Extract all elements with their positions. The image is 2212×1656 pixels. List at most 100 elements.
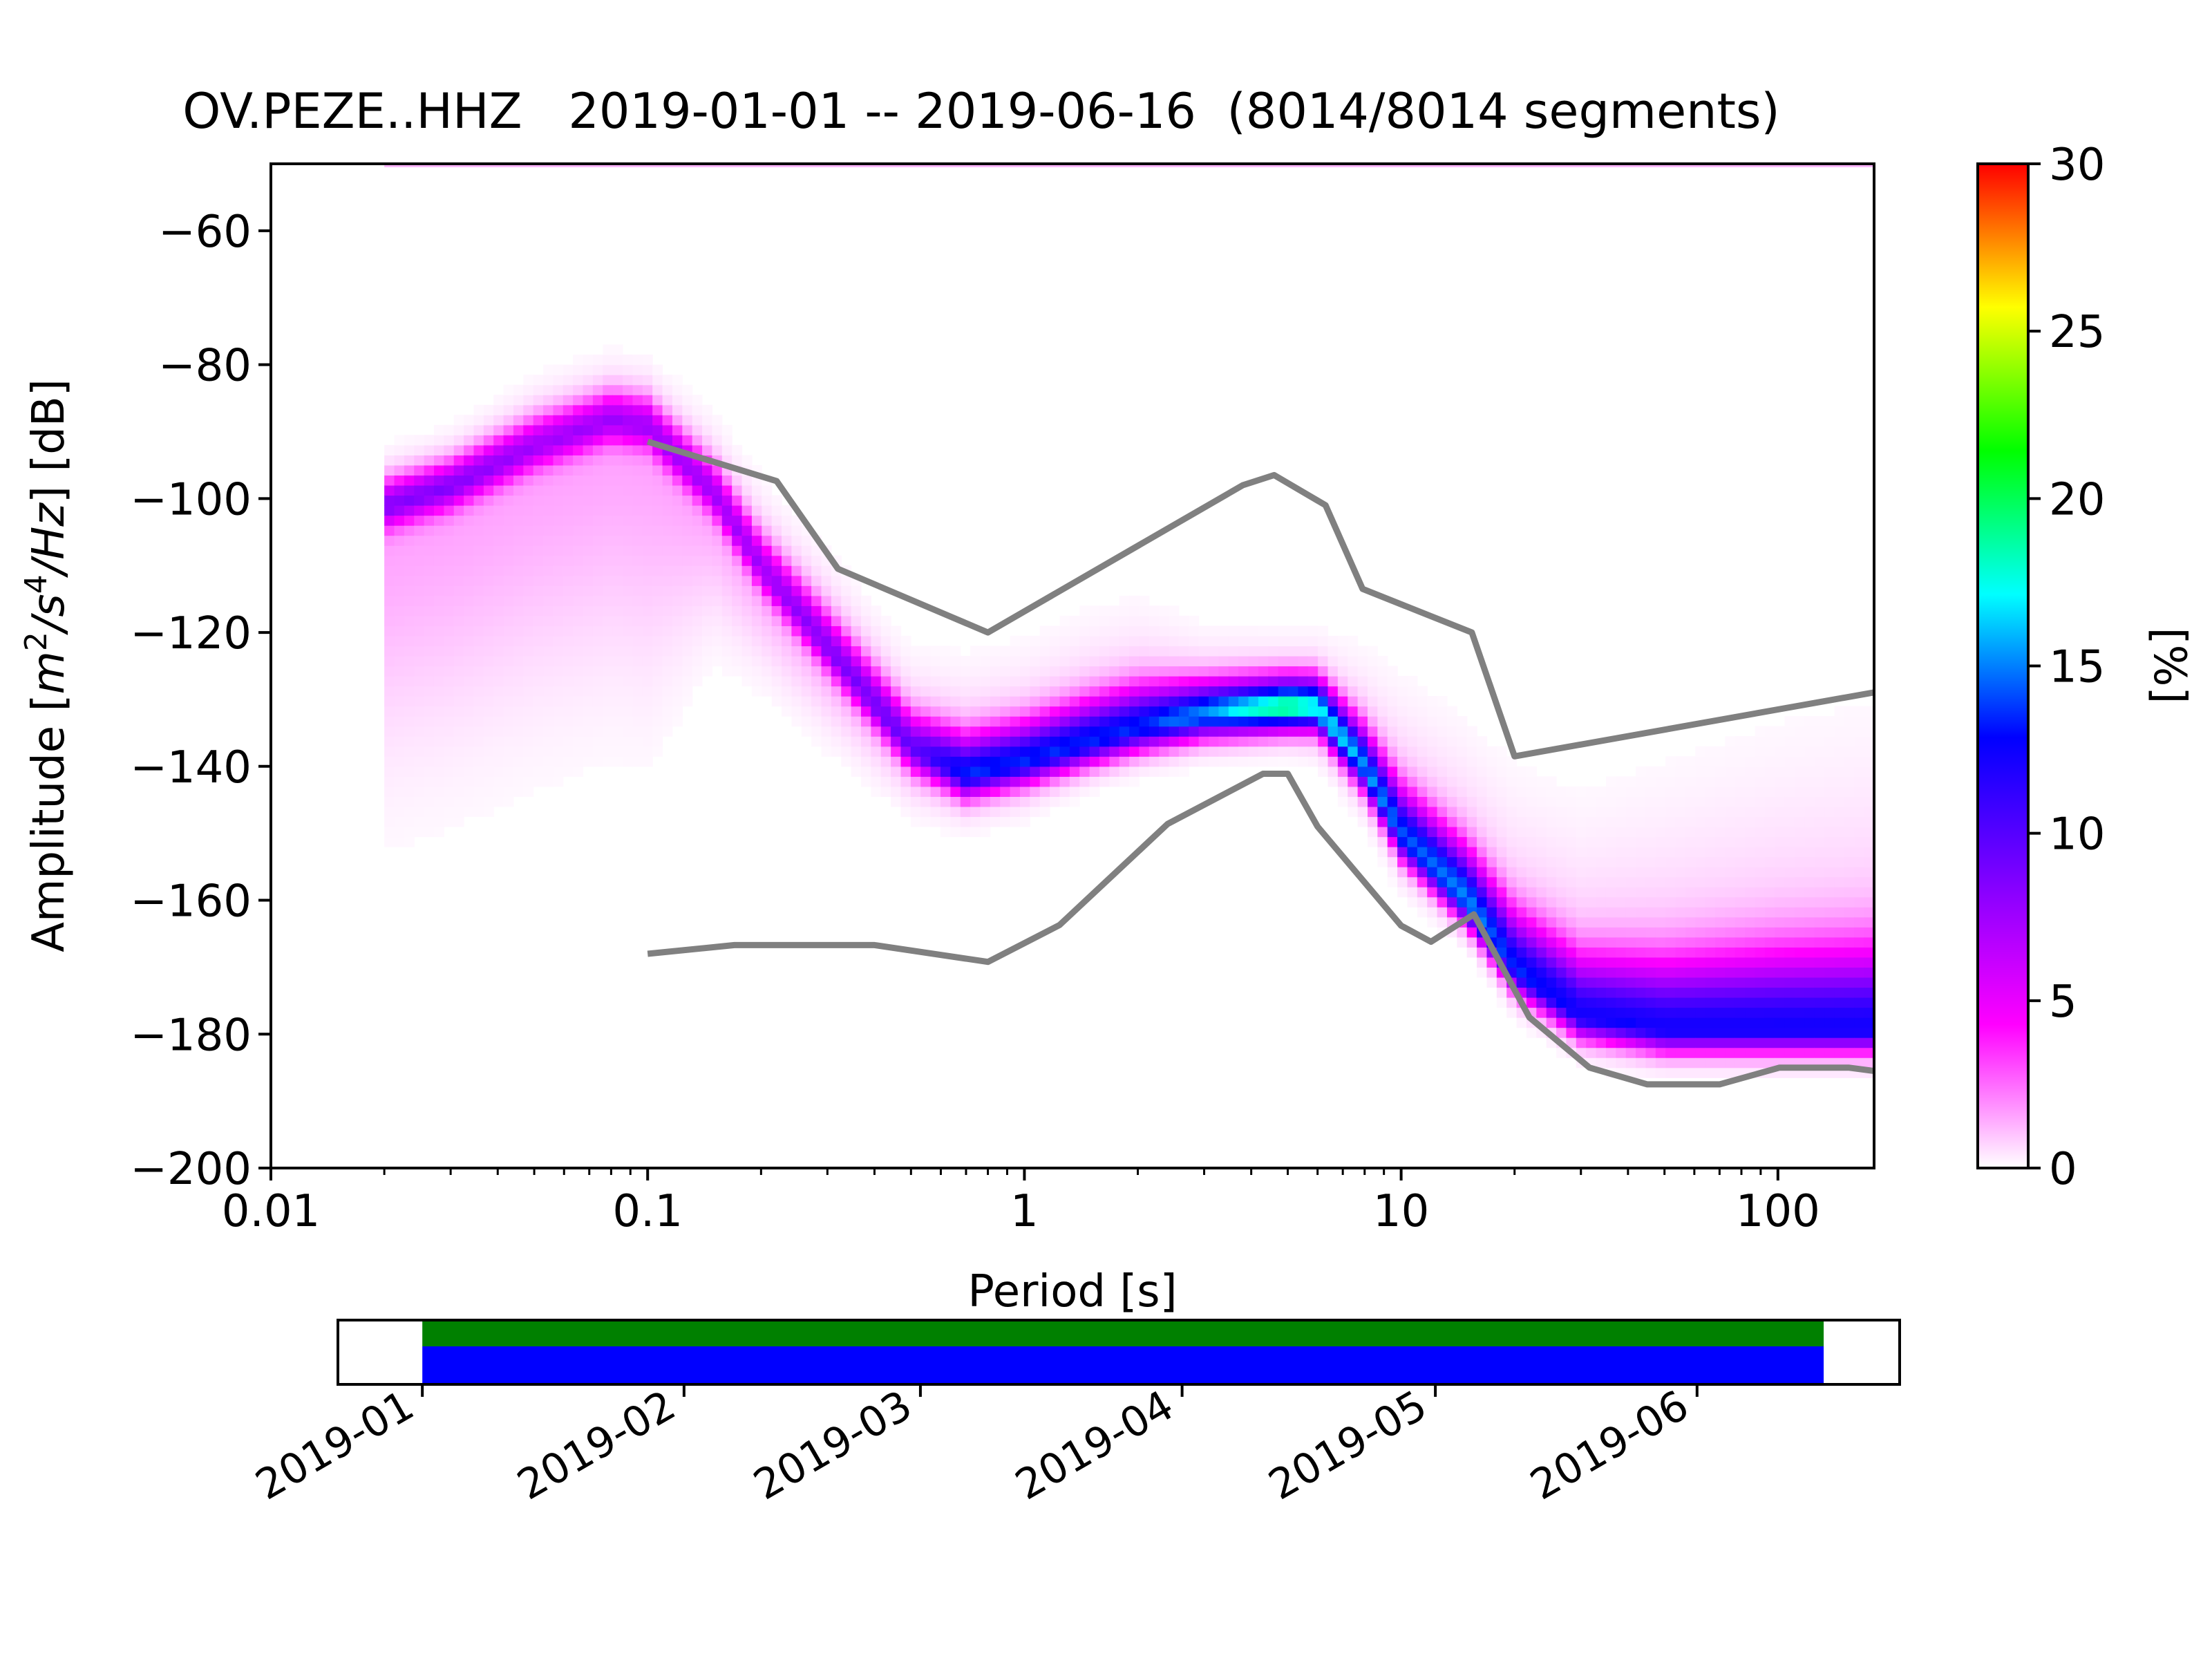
heatmap-cell [920,686,932,697]
heatmap-cell [1755,796,1766,807]
heatmap-cell [1050,646,1061,657]
heatmap-cell [453,605,464,617]
heatmap-cell [513,605,524,617]
heatmap-cell [1059,666,1070,677]
heatmap-cell [1159,696,1170,707]
heatmap-cell [1019,655,1030,667]
heatmap-cell [1546,927,1557,938]
heatmap-cell [1755,836,1766,847]
heatmap-cell [1576,1037,1587,1048]
heatmap-cell [1725,836,1736,847]
heatmap-cell [642,535,653,546]
heatmap-cell [841,646,852,657]
heatmap-cell [762,686,773,697]
heatmap-cell [1109,776,1120,787]
heatmap-cell [990,726,1001,737]
heatmap-cell [821,655,832,667]
heatmap-cell [623,505,634,516]
y-axis-label-m-exp: 2 [19,632,54,651]
heatmap-cell [1814,796,1825,807]
heatmap-cell [1775,947,1786,958]
heatmap-cell [1397,867,1408,878]
heatmap-cell [811,605,822,617]
heatmap-cell [414,706,425,717]
heatmap-cell [1685,997,1696,1008]
heatmap-cell [1556,927,1567,938]
heatmap-cell [782,605,792,617]
heatmap-cell [821,696,832,707]
heatmap-cell [1139,666,1150,677]
heatmap-cell [424,706,435,717]
heatmap-cell [513,736,524,747]
heatmap-cell [1636,1067,1647,1078]
heatmap-cell [453,736,464,747]
heatmap-cell [1377,776,1388,787]
heatmap-cell [940,786,951,797]
heatmap-cell [453,595,464,606]
heatmap-cell [573,375,584,386]
heatmap-cell [801,535,812,546]
heatmap-cell [543,736,554,747]
heatmap-cell [513,565,524,576]
heatmap-cell [384,444,395,455]
heatmap-cell [1605,907,1616,918]
heatmap-cell [1705,867,1716,878]
heatmap-cell [1318,686,1329,697]
heatmap-cell [662,676,673,687]
heatmap-cell [861,736,871,747]
coverage-bar-available [422,1346,1824,1384]
heatmap-cell [930,686,941,697]
heatmap-cell [1734,736,1746,747]
heatmap-cell [1268,686,1279,697]
heatmap-cell [1665,786,1676,797]
heatmap-cell [1000,706,1011,717]
heatmap-cell [1834,847,1845,858]
heatmap-cell [1089,605,1100,617]
heatmap-cell [533,706,544,717]
heatmap-cell [652,464,663,476]
heatmap-cell [543,585,554,596]
heatmap-cell [821,646,832,657]
heatmap-cell [1804,867,1815,878]
heatmap-cell [1844,1047,1855,1058]
heatmap-cell [1824,1027,1835,1038]
heatmap-cell [1775,957,1786,968]
heatmap-cell [623,515,634,526]
heatmap-cell [1596,987,1607,998]
heatmap-cell [473,525,484,536]
heatmap-cell [1784,977,1795,988]
heatmap-cell [1397,686,1408,697]
heatmap-cell [1755,1017,1766,1028]
heatmap-cell [1516,836,1527,847]
heatmap-cell [682,424,693,435]
heatmap-cell [1764,967,1775,978]
heatmap-cell [433,826,444,838]
heatmap-cell [1864,766,1874,777]
heatmap-cell [1605,1007,1616,1018]
heatmap-cell [1795,927,1805,938]
heatmap-cell [1725,1027,1736,1038]
heatmap-cell [1665,967,1676,978]
heatmap-cell [1834,806,1845,818]
heatmap-cell [603,424,614,435]
heatmap-cell [1069,706,1080,717]
heatmap-cell [1576,927,1587,938]
heatmap-cell [603,355,614,366]
heatmap-cell [1824,1017,1835,1028]
heatmap-cell [1586,786,1597,797]
heatmap-cell [1854,887,1865,898]
heatmap-cell [900,696,911,707]
heatmap-cell [1675,847,1686,858]
heatmap-cell [910,646,921,657]
heatmap-cell [930,726,941,737]
heatmap-cell [1457,937,1468,948]
heatmap-cell [1446,746,1457,757]
heatmap-cell [712,595,723,606]
heatmap-cell [1258,716,1269,727]
heatmap-cell [1854,927,1865,938]
heatmap-cell [433,615,444,626]
heatmap-cell [1596,1017,1607,1028]
heatmap-cell [1148,625,1160,637]
heatmap-cell [1357,696,1368,707]
heatmap-cell [1119,716,1130,727]
